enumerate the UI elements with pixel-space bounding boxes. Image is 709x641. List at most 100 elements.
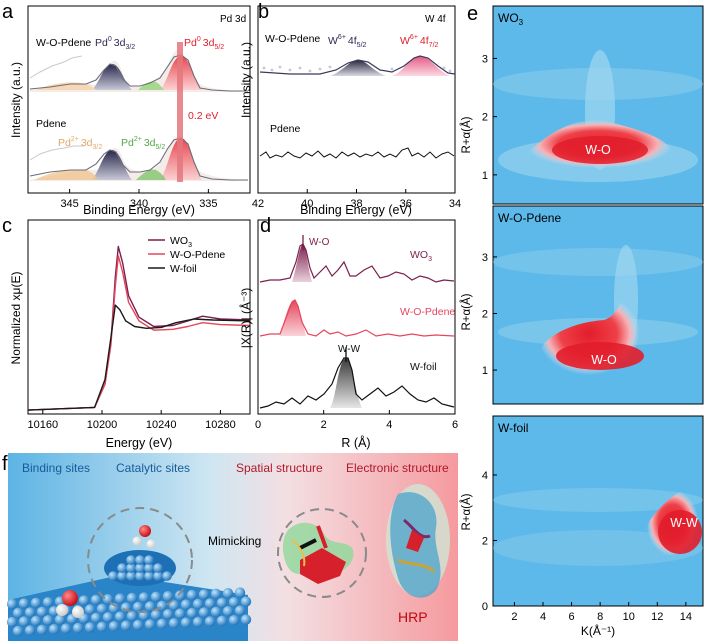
lattice-atom (204, 598, 216, 609)
x-tick-label: 345 (60, 198, 78, 210)
lattice-atom (30, 615, 42, 626)
lattice-atom (54, 614, 66, 625)
y-tick-label: 0 (482, 601, 488, 613)
hotspot-label-3: W-W (670, 516, 698, 530)
shift-label-a: 0.2 eV (188, 110, 218, 122)
lattice-atom (132, 619, 144, 631)
x-tick-label: 8 (597, 611, 603, 623)
series-label-b-pdene: Pdene (270, 123, 301, 135)
lattice-atom (150, 609, 162, 620)
title-a: Pd 3d (220, 14, 246, 25)
spectrum-line-w-o-pdene (27, 255, 251, 411)
lattice-atom (144, 619, 156, 630)
cluster-atom (135, 555, 145, 565)
y-axis-e1: 1 2 3 (482, 53, 497, 182)
x-tick-label: 10160 (28, 419, 59, 431)
panel-d: d W-O WO3 W-O-Pdene W-W W-foil 0 2 4 6 R (Å… (238, 215, 458, 450)
lattice-atom (24, 625, 36, 636)
lattice-atom (84, 622, 96, 633)
label-wfoil-d: W-foil (410, 361, 437, 373)
lattice-atom (72, 622, 84, 634)
pdene-line-b (259, 147, 455, 159)
line-wopdene-d (259, 299, 455, 337)
xlabel-c: Energy (eV) (106, 436, 173, 450)
lattice-atom (162, 609, 174, 620)
xlabel-e: K(Å⁻¹) (581, 623, 615, 638)
label-pd0-52-top: Pd0 3d5/2 (184, 36, 224, 51)
label-wopdene-d: W-O-Pdene (400, 306, 455, 318)
lattice-atom (132, 601, 144, 613)
label-w-52: W6+ 4f5/2 (328, 34, 367, 49)
legend-text-wo3: WO3 (170, 235, 192, 249)
line-wo3-d (259, 243, 455, 283)
lattice-atom (156, 618, 168, 629)
lattice-atom (42, 615, 54, 626)
lattice-atom (168, 618, 180, 629)
lattice-atom (216, 597, 228, 608)
lattice-atom (78, 595, 90, 606)
lattice-atom (108, 621, 120, 632)
label-spatial-structure: Spatial structure (236, 461, 323, 475)
lattice-atom (198, 607, 210, 618)
heat-band-2a (493, 248, 703, 276)
y-tick-label: 3 (482, 252, 488, 264)
x-axis-d: 0 2 4 6 (255, 410, 458, 431)
xlabel-a: Binding Energy (eV) (83, 203, 195, 217)
peak-pd0-32-bottom (92, 150, 132, 180)
x-tick-label: 10200 (87, 419, 118, 431)
panel-letter-a: a (2, 1, 14, 23)
fit-line-b (259, 55, 456, 75)
lattice-atom (36, 624, 48, 635)
heat-band-3b (493, 488, 703, 512)
lattice-atom (180, 599, 192, 610)
lattice-atom (240, 596, 252, 607)
x-tick-label: 38 (350, 198, 362, 210)
xlabel-b: Binding Energy (eV) (300, 203, 412, 217)
lattice-atom (210, 588, 222, 599)
series-label-a-wopdene: W-O-Pdene (36, 37, 91, 49)
h2o2-molecule-surface (56, 590, 84, 618)
peak-fill-wfoil (330, 358, 362, 408)
lattice-atom (96, 603, 108, 614)
heatmap-title-1: WO3 (498, 11, 524, 27)
x-tick-label: 42 (252, 198, 264, 210)
spectra-c (27, 245, 251, 411)
lattice-atom (102, 612, 114, 623)
cluster-atom (135, 563, 145, 573)
heatmap-title-2: W-O-Pdene (498, 211, 561, 225)
heme-pocket (282, 522, 354, 584)
x-tick-label: 6 (569, 611, 575, 623)
x-tick-label: 12 (651, 611, 663, 623)
lattice-atom (216, 615, 228, 626)
peak-pd2-52-top (138, 81, 164, 90)
peak-pd2-52-bottom (136, 169, 166, 180)
x-tick-label: 340 (130, 198, 148, 210)
lattice-atom (90, 594, 102, 605)
lattice-atom (180, 617, 192, 628)
x-tick-label: 0 (255, 419, 261, 431)
x-axis-e: 2 4 6 8 10 12 14 (511, 602, 692, 623)
cluster-atom (117, 571, 127, 581)
panel-b: b W 4f W-O-Pdene Pdene W6+ 4f5/2 W6+ 4f7/2… (239, 1, 461, 217)
shift-bar-a (177, 42, 183, 182)
lattice-atom (192, 598, 204, 610)
cluster-atom (153, 571, 163, 581)
label-pd0-32-top: Pd0 3d3/2 (95, 36, 135, 51)
heatmap-wfoil: W-W W-foil 0 2 4 2 4 6 8 10 12 14 R+α(Å) K(Å⁻¹) (460, 415, 704, 638)
lattice-atom (174, 590, 186, 601)
panel-c: c WO3 W-O-Pdene W-foil 10160 10200 10240 10… (2, 215, 251, 450)
lattice-atom (6, 616, 18, 628)
lattice-atom (6, 598, 18, 610)
label-mimicking: Mimicking (208, 534, 261, 548)
hotspot-core-2 (556, 342, 644, 370)
x-tick-label: 14 (680, 611, 692, 623)
x-tick-label: 10280 (205, 419, 236, 431)
title-b: W 4f (425, 14, 446, 25)
peak-pd2-32-bottom (34, 169, 98, 180)
legend-text-wopdene: W-O-Pdene (170, 249, 225, 261)
x-tick-label: 4 (540, 611, 546, 623)
panel-letter-f: f (2, 453, 8, 475)
panel-letter-e: e (467, 3, 478, 25)
ylabel-c: Normalized xμ(E) (9, 272, 23, 365)
panel-letter-d: d (260, 215, 271, 237)
